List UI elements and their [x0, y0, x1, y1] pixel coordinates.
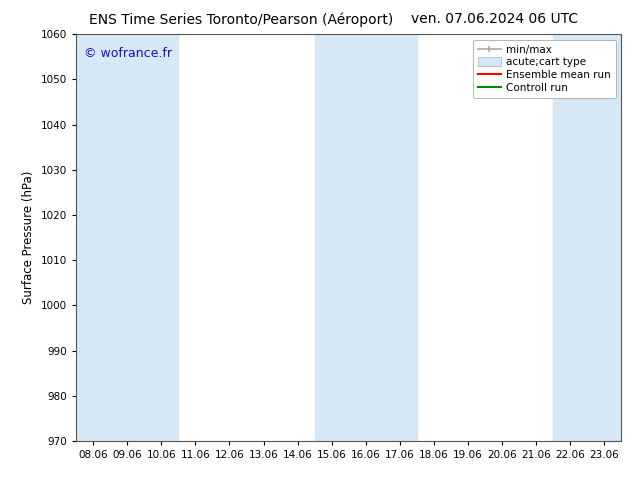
Bar	[76, 34, 178, 441]
Y-axis label: Surface Pressure (hPa): Surface Pressure (hPa)	[22, 171, 36, 304]
Text: © wofrance.fr: © wofrance.fr	[84, 47, 172, 59]
Legend: min/max, acute;cart type, Ensemble mean run, Controll run: min/max, acute;cart type, Ensemble mean …	[473, 40, 616, 98]
Text: ENS Time Series Toronto/Pearson (Aéroport): ENS Time Series Toronto/Pearson (Aéropor…	[89, 12, 393, 27]
Text: ven. 07.06.2024 06 UTC: ven. 07.06.2024 06 UTC	[411, 12, 578, 26]
Bar	[314, 34, 417, 441]
Bar	[553, 34, 621, 441]
